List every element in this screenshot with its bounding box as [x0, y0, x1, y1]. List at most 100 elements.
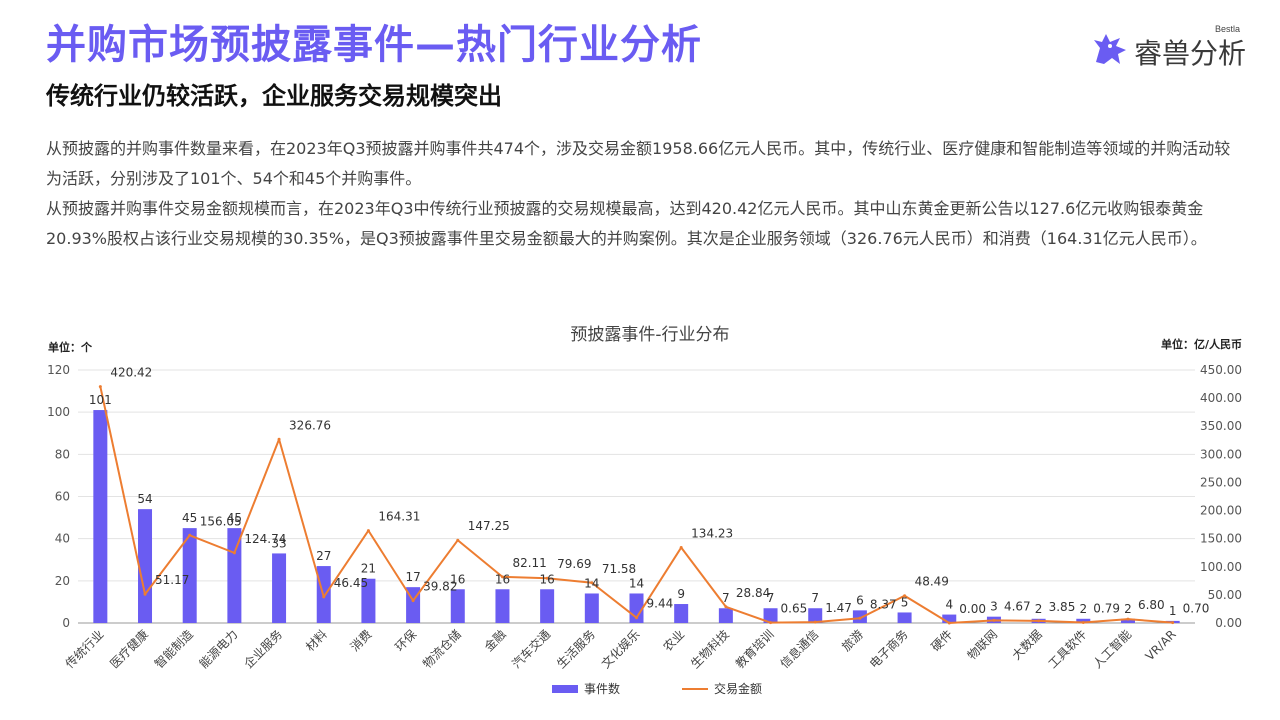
line-value-label: 28.84: [736, 586, 770, 600]
trade-amount-point: [411, 599, 415, 603]
bar-value-label: 7: [767, 591, 775, 605]
line-value-label: 326.76: [289, 418, 331, 432]
page-title: 并购市场预披露事件—热门行业分析: [46, 22, 702, 68]
category-label: 旅游: [839, 627, 866, 654]
trade-amount-point: [322, 595, 326, 599]
line-value-label: 420.42: [110, 366, 152, 380]
trade-amount-point: [635, 616, 638, 620]
category-label: 物流仓储: [419, 627, 464, 672]
category-label: 金融: [481, 627, 509, 655]
line-value-label: 51.17: [155, 573, 189, 587]
bar-value-label: 2: [1035, 602, 1043, 616]
category-label: 农业: [660, 627, 687, 654]
bar-value-label: 21: [361, 562, 376, 576]
right-axis-tick: 50.00: [1208, 588, 1242, 602]
trade-amount-point: [769, 621, 773, 625]
category-label: 物联网: [965, 627, 1000, 662]
category-label: 医疗健康: [107, 627, 152, 672]
category-label: 汽车交通: [509, 627, 554, 672]
trade-amount-point: [813, 620, 817, 624]
bar-value-label: 16: [495, 572, 510, 586]
line-value-label: 0.00: [959, 602, 986, 616]
bar-value-label: 14: [629, 576, 644, 590]
left-axis-tick: 100: [47, 405, 70, 419]
trade-amount-point: [366, 529, 370, 533]
line-value-label: 164.31: [378, 510, 420, 524]
bar-value-label: 16: [450, 572, 465, 586]
right-axis-tick: 150.00: [1200, 532, 1242, 546]
legend-bar-swatch: [552, 685, 578, 693]
unicorn-logo-icon: [1094, 34, 1126, 64]
bar-value-label: 1: [1169, 604, 1177, 618]
bar-电子商务: [897, 612, 912, 623]
trade-amount-point: [1126, 617, 1130, 621]
trade-amount-point: [143, 592, 147, 596]
category-label: 生活服务: [553, 627, 598, 672]
right-axis-tick: 100.00: [1200, 560, 1242, 574]
bar-旅游: [852, 610, 867, 623]
category-label: 传统行业: [62, 627, 107, 672]
bar-value-label: 3: [990, 600, 998, 614]
left-axis-tick: 80: [55, 447, 70, 461]
bar-传统行业: [93, 410, 108, 623]
trade-amount-point: [500, 575, 504, 579]
category-label: 人工智能: [1090, 627, 1135, 672]
brand-logo: Bestla 睿兽分析: [1090, 22, 1260, 72]
bar-value-label: 4: [945, 598, 953, 612]
line-value-label: 79.69: [557, 557, 591, 571]
bar-value-label: 16: [539, 572, 554, 586]
line-value-label: 156.05: [200, 514, 242, 528]
line-value-label: 1.47: [825, 601, 852, 615]
bar-value-label: 6: [856, 593, 864, 607]
bar-value-label: 7: [811, 591, 819, 605]
category-label: VR/AR: [1143, 627, 1179, 663]
legend-line-label: 交易金额: [714, 681, 762, 696]
right-axis-tick: 350.00: [1200, 419, 1242, 433]
line-value-label: 71.58: [602, 562, 636, 576]
category-label: 电子商务: [866, 627, 911, 672]
trade-amount-point: [545, 576, 549, 580]
right-axis-tick: 400.00: [1200, 391, 1242, 405]
line-value-label: 147.25: [468, 519, 510, 533]
bar-value-label: 17: [405, 570, 420, 584]
trade-amount-point: [1037, 619, 1041, 623]
category-label: 教育培训: [732, 627, 777, 672]
trade-amount-point: [679, 546, 683, 550]
bar-value-label: 54: [137, 492, 152, 506]
category-label: 硬件: [929, 627, 956, 654]
right-axis-tick: 450.00: [1200, 363, 1242, 377]
bar-金融: [495, 589, 510, 623]
right-axis-tick: 250.00: [1200, 475, 1242, 489]
trade-amount-point: [903, 594, 907, 598]
category-label: 生物科技: [688, 627, 732, 671]
trade-amount-point: [858, 616, 862, 620]
bar-value-label: 7: [722, 591, 730, 605]
trade-amount-point: [456, 538, 460, 542]
bar-value-label: 2: [1124, 602, 1132, 616]
bar-信息通信: [808, 608, 823, 623]
trade-amount-point: [992, 618, 996, 622]
trade-amount-point: [1171, 621, 1175, 625]
trade-amount-point: [724, 605, 728, 609]
bar-value-label: 9: [677, 587, 685, 601]
category-label: 能源电力: [197, 627, 241, 671]
category-label: 环保: [392, 627, 419, 654]
right-axis-tick: 200.00: [1200, 504, 1242, 518]
left-axis-tick: 120: [47, 363, 70, 377]
left-axis-tick: 0: [62, 616, 70, 630]
analysis-paragraph-count: 从预披露的并购事件数量来看，在2023年Q3预披露并购事件共474个，涉及交易金…: [46, 139, 1231, 188]
trade-amount-point: [1081, 621, 1085, 625]
brand-english-name: Bestla: [1214, 24, 1240, 34]
bar-value-label: 101: [89, 393, 112, 407]
left-axis-tick: 20: [55, 574, 70, 588]
trade-amount-point: [232, 551, 236, 555]
bar-value-label: 5: [901, 595, 909, 609]
trade-amount-point: [590, 581, 594, 585]
line-value-label: 9.44: [647, 597, 674, 611]
bar-医疗健康: [138, 509, 153, 623]
right-axis-tick: 0.00: [1215, 616, 1242, 630]
bar-value-label: 27: [316, 549, 331, 563]
brand-chinese-name: 睿兽分析: [1134, 37, 1247, 70]
trade-amount-point: [98, 385, 102, 389]
